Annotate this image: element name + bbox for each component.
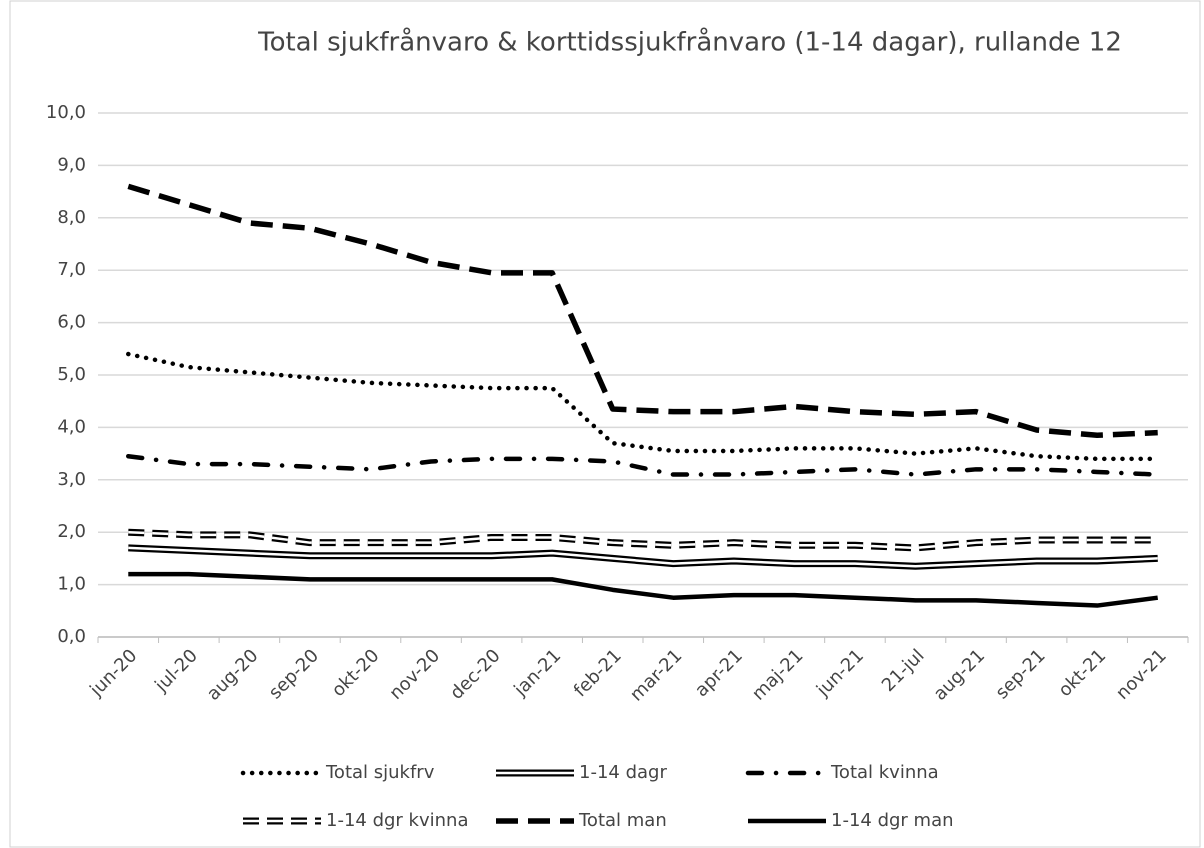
y-tick-label: 3,0 — [57, 469, 86, 490]
legend-label: Total kvinna — [830, 762, 939, 783]
legend-label: 1-14 dgr man — [831, 810, 954, 831]
y-tick-label: 9,0 — [57, 154, 86, 175]
y-tick-label: 5,0 — [57, 364, 86, 385]
y-tick-label: 6,0 — [57, 312, 86, 333]
series-line-inner — [128, 530, 1158, 550]
y-tick-label: 0,0 — [57, 626, 86, 647]
legend-label: Total man — [578, 810, 667, 831]
series-line-inner — [128, 546, 1158, 568]
series-line — [127, 183, 1158, 439]
legend-label: 1-14 dgr kvinna — [326, 810, 468, 831]
y-tick-label: 1,0 — [57, 574, 86, 595]
y-tick-label: 8,0 — [57, 207, 86, 228]
series-line — [126, 351, 1160, 462]
y-tick-label: 10,0 — [46, 102, 86, 123]
legend-label: Total sjukfrv — [325, 762, 435, 783]
series-line — [126, 453, 1160, 477]
chart-title: Total sjukfrånvaro & korttidssjukfrånvar… — [257, 27, 1122, 58]
y-tick-label: 4,0 — [57, 416, 86, 437]
series-line — [128, 571, 1159, 608]
y-tick-label: 2,0 — [57, 521, 86, 542]
legend-label: 1-14 dagr — [579, 762, 667, 783]
y-tick-label: 7,0 — [57, 259, 86, 280]
chart-frame — [9, 0, 1201, 848]
